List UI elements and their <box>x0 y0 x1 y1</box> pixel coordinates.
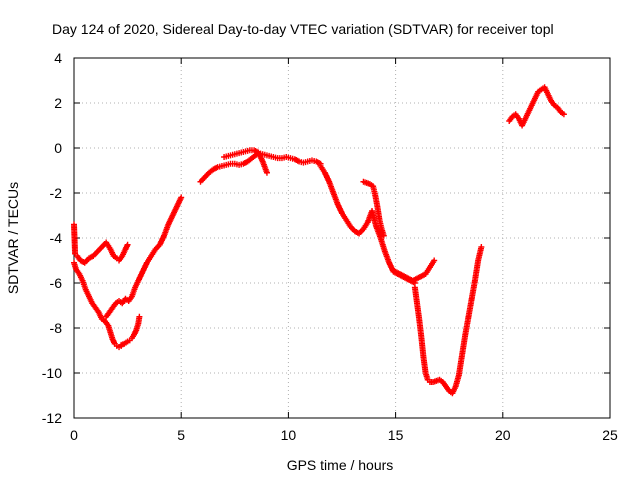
x-tick-label: 20 <box>495 427 511 443</box>
y-tick-label: -2 <box>50 185 63 201</box>
axis-ticks: 0 5 10 15 20 25 -12 -10 -8 -6 -4 -2 0 2 4 <box>42 50 618 443</box>
y-tick-label: 2 <box>54 95 62 111</box>
y-tick-label: -8 <box>50 320 63 336</box>
x-tick-label: 10 <box>281 427 297 443</box>
grid-lines <box>74 58 610 418</box>
x-tick-label: 15 <box>388 427 404 443</box>
y-tick-label: -4 <box>50 230 63 246</box>
y-axis-label: SDTVAR / TECUs <box>5 182 21 294</box>
y-tick-label: -10 <box>42 365 62 381</box>
data-point-series-10 <box>560 111 567 118</box>
x-tick-label: 0 <box>70 427 78 443</box>
x-tick-label: 5 <box>177 427 185 443</box>
data-point-series-7 <box>380 232 387 239</box>
y-tick-label: 4 <box>54 50 62 66</box>
y-tick-label: -12 <box>42 410 62 426</box>
data-point-series-5 <box>263 169 270 176</box>
chart-title: Day 124 of 2020, Sidereal Day-to-day VTE… <box>52 21 554 37</box>
data-points <box>71 84 567 397</box>
data-point-series-3 <box>178 194 185 201</box>
x-tick-label: 25 <box>602 427 618 443</box>
x-axis-label: GPS time / hours <box>287 457 394 473</box>
data-point-series-8 <box>431 257 438 264</box>
y-tick-label: -6 <box>50 275 63 291</box>
data-point-series-2 <box>136 313 143 320</box>
data-point-series-9 <box>478 244 485 250</box>
data-point-series-0 <box>124 241 131 248</box>
y-tick-label: 0 <box>54 140 62 156</box>
